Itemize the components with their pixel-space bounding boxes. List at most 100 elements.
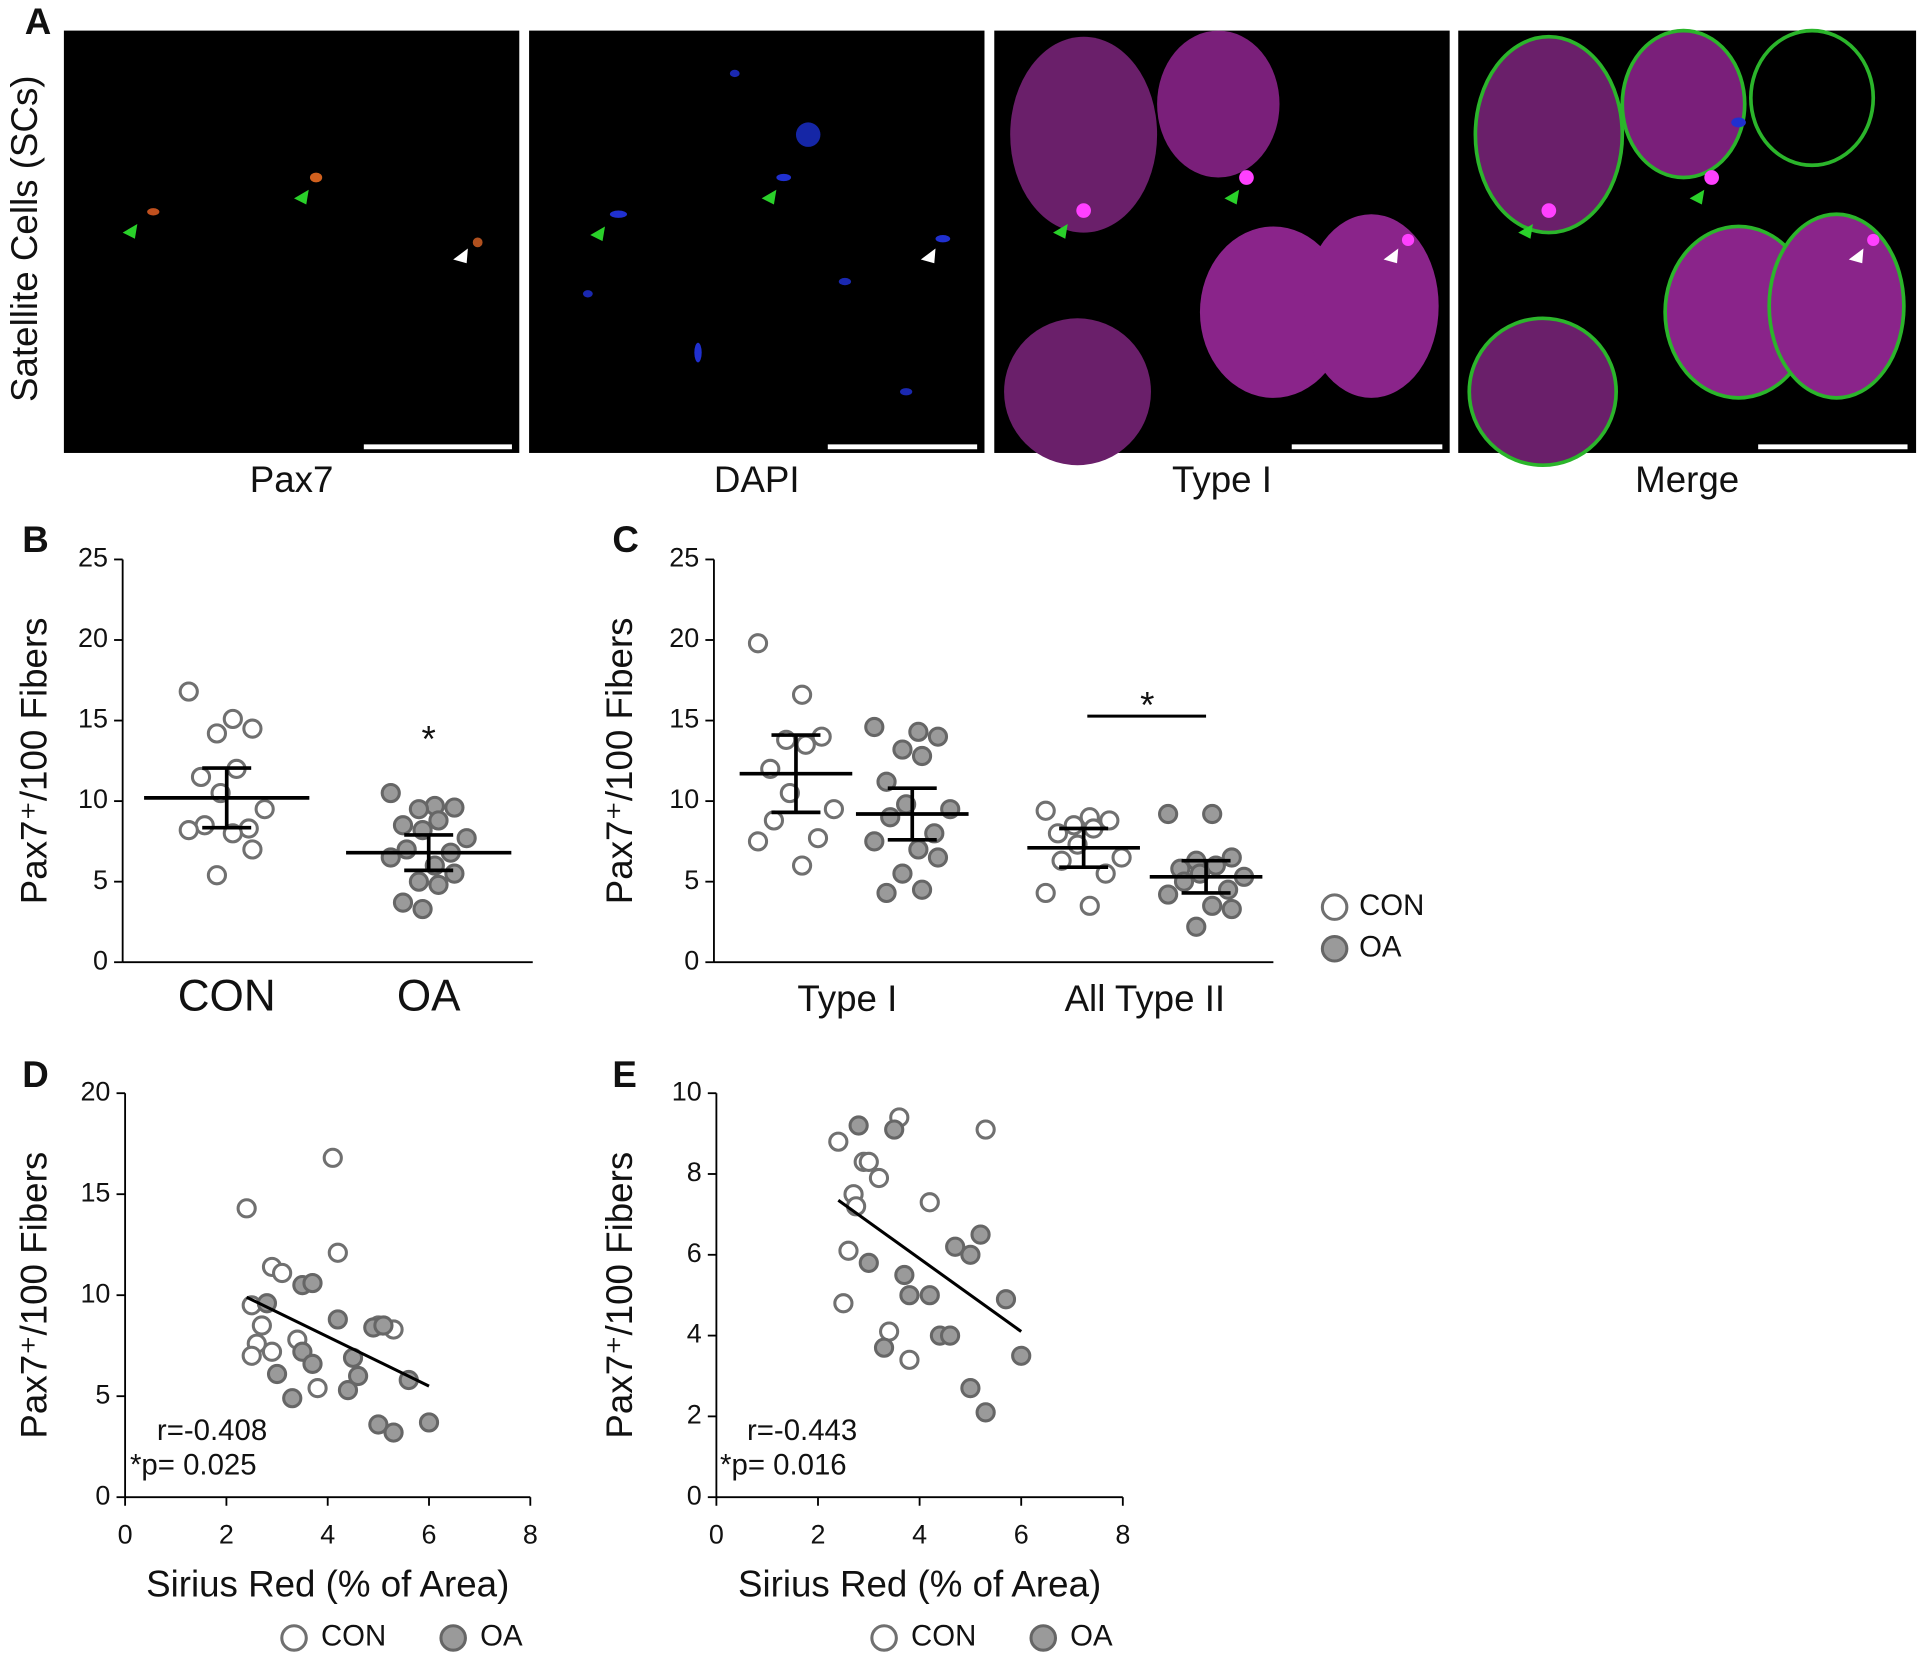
legend-label: OA [1070,1620,1113,1653]
data-point [892,739,913,760]
image-merge [1458,28,1917,468]
data-point [807,828,829,849]
data-point [858,1151,879,1172]
data-point [945,1236,966,1257]
image-caption: Merge [1635,459,1739,500]
data-point [1186,916,1207,937]
x-tick-label: 8 [1115,1519,1130,1549]
data-point [1111,847,1132,868]
data-point [848,1115,869,1136]
annotation: *p= 0.025 [130,1448,257,1481]
data-point [876,882,897,904]
y-axis-label: Pax7⁺/100 Fibers [14,617,55,904]
data-point [924,823,945,844]
data-point [894,1264,915,1286]
annotation: r=-0.408 [157,1414,267,1447]
image-type-i [994,30,1450,466]
y-tick-label: 8 [687,1157,702,1187]
data-point [266,1363,288,1385]
panel-letter: C [612,519,639,560]
data-point [302,1272,323,1294]
data-point [241,1345,262,1366]
data-point [884,1119,905,1140]
data-point [1011,1345,1032,1366]
data-point [879,1321,900,1342]
data-point [970,1224,991,1245]
data-point [412,898,433,920]
data-point [1217,879,1239,900]
data-point [911,745,933,767]
data-point [1158,803,1179,825]
data-point [975,1119,996,1140]
y-tick-label: 5 [95,1379,110,1409]
annotation: * [422,719,436,760]
y-tick-label: 25 [669,543,699,573]
y-axis-label: Pax7⁺/100 Fibers [599,1152,640,1439]
y-tick-label: 25 [78,543,108,573]
data-point [428,810,449,831]
y-tick-label: 4 [687,1319,702,1349]
data-point [1221,898,1242,920]
x-tick-label: 2 [811,1519,826,1549]
legend-label: CON [1359,889,1424,922]
x-tick-label: CON [178,972,276,1021]
data-point [242,839,263,860]
trend-line [245,1295,430,1388]
data-point [1051,850,1072,871]
data-point [254,799,275,820]
y-tick-label: 2 [687,1399,702,1429]
row-label: Satellite Cells (SCs) [4,75,45,401]
image-caption: DAPI [714,459,800,500]
annotation: *p= 0.016 [720,1448,847,1481]
image-caption: Type I [1172,459,1272,500]
data-point [1095,863,1116,884]
y-tick-label: 20 [78,623,108,653]
data-point [261,1341,283,1362]
data-point [995,1289,1017,1310]
x-tick-label: Type I [797,978,897,1019]
y-tick-label: 10 [672,1076,702,1106]
data-point [1063,815,1084,836]
data-point [1035,800,1056,821]
y-tick-label: 5 [684,865,699,895]
legend-marker [870,1624,898,1652]
x-tick-label: 2 [219,1519,234,1549]
legend-label: OA [480,1620,523,1653]
data-point [823,799,845,820]
data-point [282,1388,303,1409]
legend-marker [280,1624,308,1652]
data-point [868,1167,890,1189]
legend-label: CON [911,1620,976,1653]
data-point [919,1285,940,1306]
x-tick-label: OA [397,972,461,1021]
data-point [368,1414,389,1435]
panel-letter: B [22,519,49,560]
data-point [873,1337,895,1358]
y-tick-label: 20 [669,623,699,653]
data-point [892,863,913,884]
data-point [1202,895,1223,916]
data-point [864,716,885,738]
legend-marker [1320,934,1349,963]
image-dapi [529,30,985,453]
data-point [1158,884,1179,905]
data-point [833,1293,854,1314]
data-point [876,771,897,792]
data-point [975,1402,996,1423]
data-point [408,799,430,820]
y-tick-label: 0 [684,945,699,975]
data-point [747,831,769,852]
x-tick-label: 8 [523,1519,538,1549]
data-point [383,1422,404,1443]
data-point [1035,882,1056,904]
data-point [428,874,449,895]
data-point [302,1353,323,1374]
data-point [908,721,929,742]
data-point [373,1315,394,1336]
data-point [927,726,949,747]
y-tick-label: 0 [93,945,108,975]
data-point [795,734,816,755]
data-point [396,839,417,860]
legend-label: CON [321,1620,386,1653]
data-point [1202,803,1223,825]
